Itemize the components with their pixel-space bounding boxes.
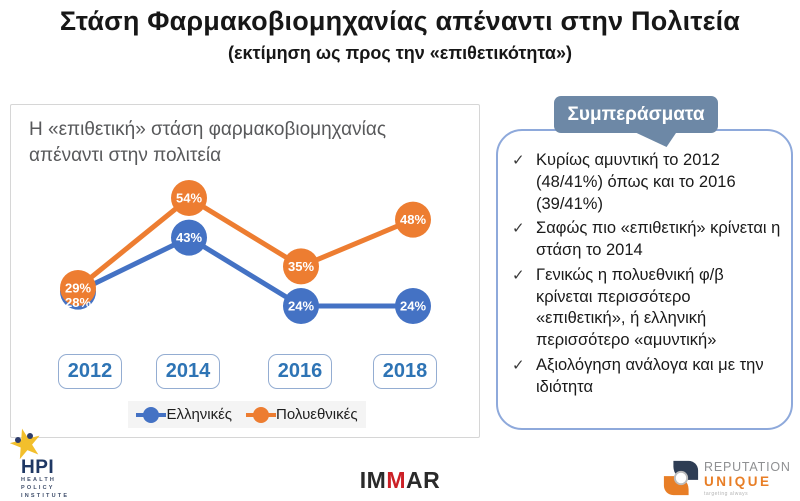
list-item: ✓ Κυρίως αμυντική το 2012 (48/41%) όπως … <box>512 150 781 215</box>
svg-text:24%: 24% <box>288 299 314 314</box>
svg-text:54%: 54% <box>176 191 202 206</box>
hpi-logo: ★ HPI HEALTH POLICY INSTITUTE <box>3 418 126 501</box>
check-icon: ✓ <box>512 356 525 374</box>
svg-text:43%: 43% <box>176 230 202 245</box>
hpi-name-line: POLICY <box>21 484 55 491</box>
legend-item: Πολυεθνικές <box>246 406 358 423</box>
x-axis-label-2012: 2012 <box>58 354 122 389</box>
conclusion-text: Σαφώς πιο «επιθετική» κρίνεται η στάση τ… <box>536 219 781 260</box>
legend-item: Ελληνικές <box>136 406 232 423</box>
immar-text-red: M <box>386 467 406 493</box>
page-subtitle: (εκτίμηση ως προς την «επιθετικότητα») <box>227 43 572 63</box>
legend-marker-icon <box>246 406 277 423</box>
reputation-text: REPUTATION <box>704 460 791 474</box>
immar-text: IM <box>359 467 387 493</box>
conclusion-text: Κυρίως αμυντική το 2012 (48/41%) όπως κα… <box>536 151 736 213</box>
chart-panel: Η «επιθετική» στάση φαρμακοβιομηχανίας α… <box>10 104 480 438</box>
hpi-name-line: HEALTH <box>21 477 57 483</box>
legend-marker-icon <box>136 406 167 423</box>
svg-text:48%: 48% <box>400 212 426 227</box>
person-dot-icon <box>15 437 21 443</box>
hpi-name: HEALTH POLICY INSTITUTE <box>21 477 69 501</box>
chart-legend: Ελληνικές Πολυεθνικές <box>128 401 366 428</box>
list-item: ✓ Σαφώς πιο «επιθετική» κρίνεται η στάση… <box>512 218 781 262</box>
list-item: ✓ Αξιολόγηση ανάλογα και με την ιδιότητα <box>512 355 781 399</box>
unique-text: UNIQUE <box>704 474 772 489</box>
svg-text:35%: 35% <box>288 259 314 274</box>
conclusion-text: Αξιολόγηση ανάλογα και με την ιδιότητα <box>536 355 764 396</box>
conclusions-header: Συμπεράσματα <box>554 96 718 133</box>
legend-label: Ελληνικές <box>166 406 233 423</box>
immar-text: AR <box>406 467 441 493</box>
conclusions-box: ✓ Κυρίως αμυντική το 2012 (48/41%) όπως … <box>496 129 793 430</box>
check-icon: ✓ <box>512 152 525 169</box>
x-axis-label-2016: 2016 <box>268 354 332 389</box>
conclusions-list: ✓ Κυρίως αμυντική το 2012 (48/41%) όπως … <box>512 150 781 398</box>
svg-text:29%: 29% <box>65 281 91 296</box>
svg-text:28%: 28% <box>65 295 91 310</box>
x-axis-label-2014: 2014 <box>156 354 220 389</box>
line-chart: 28% 43% 24% 24% 29% 54% 35% 48% <box>60 180 431 324</box>
page-title: Στάση Φαρμακοβιομηχανίας απέναντι στην Π… <box>59 6 741 36</box>
reputation-unique-text: REPUTATION UNIQUE targeting always <box>704 460 791 497</box>
x-axis-label-2018: 2018 <box>373 354 437 389</box>
svg-text:24%: 24% <box>400 299 426 314</box>
person-dot-icon <box>27 433 33 439</box>
list-item: ✓ Γενικώς η πολυεθνική φ/β κρίνεται περι… <box>512 265 781 352</box>
conclusion-text: Γενικώς η πολυεθνική φ/β κρίνεται περισσ… <box>536 265 724 350</box>
check-icon: ✓ <box>512 266 525 284</box>
tagline-text: targeting always <box>704 491 749 497</box>
chart-title: Η «επιθετική» στάση φαρμακοβιομηχανίας α… <box>29 119 386 167</box>
hpi-name-line: INSTITUTE <box>21 492 70 499</box>
legend-label: Πολυεθνικές <box>276 406 358 423</box>
reputation-unique-logo: REPUTATION UNIQUE targeting always <box>662 459 796 499</box>
hpi-acronym: HPI <box>21 457 55 478</box>
reputation-unique-icon <box>663 460 699 496</box>
immar-logo: IMMAR <box>320 467 480 494</box>
check-icon: ✓ <box>512 220 525 238</box>
